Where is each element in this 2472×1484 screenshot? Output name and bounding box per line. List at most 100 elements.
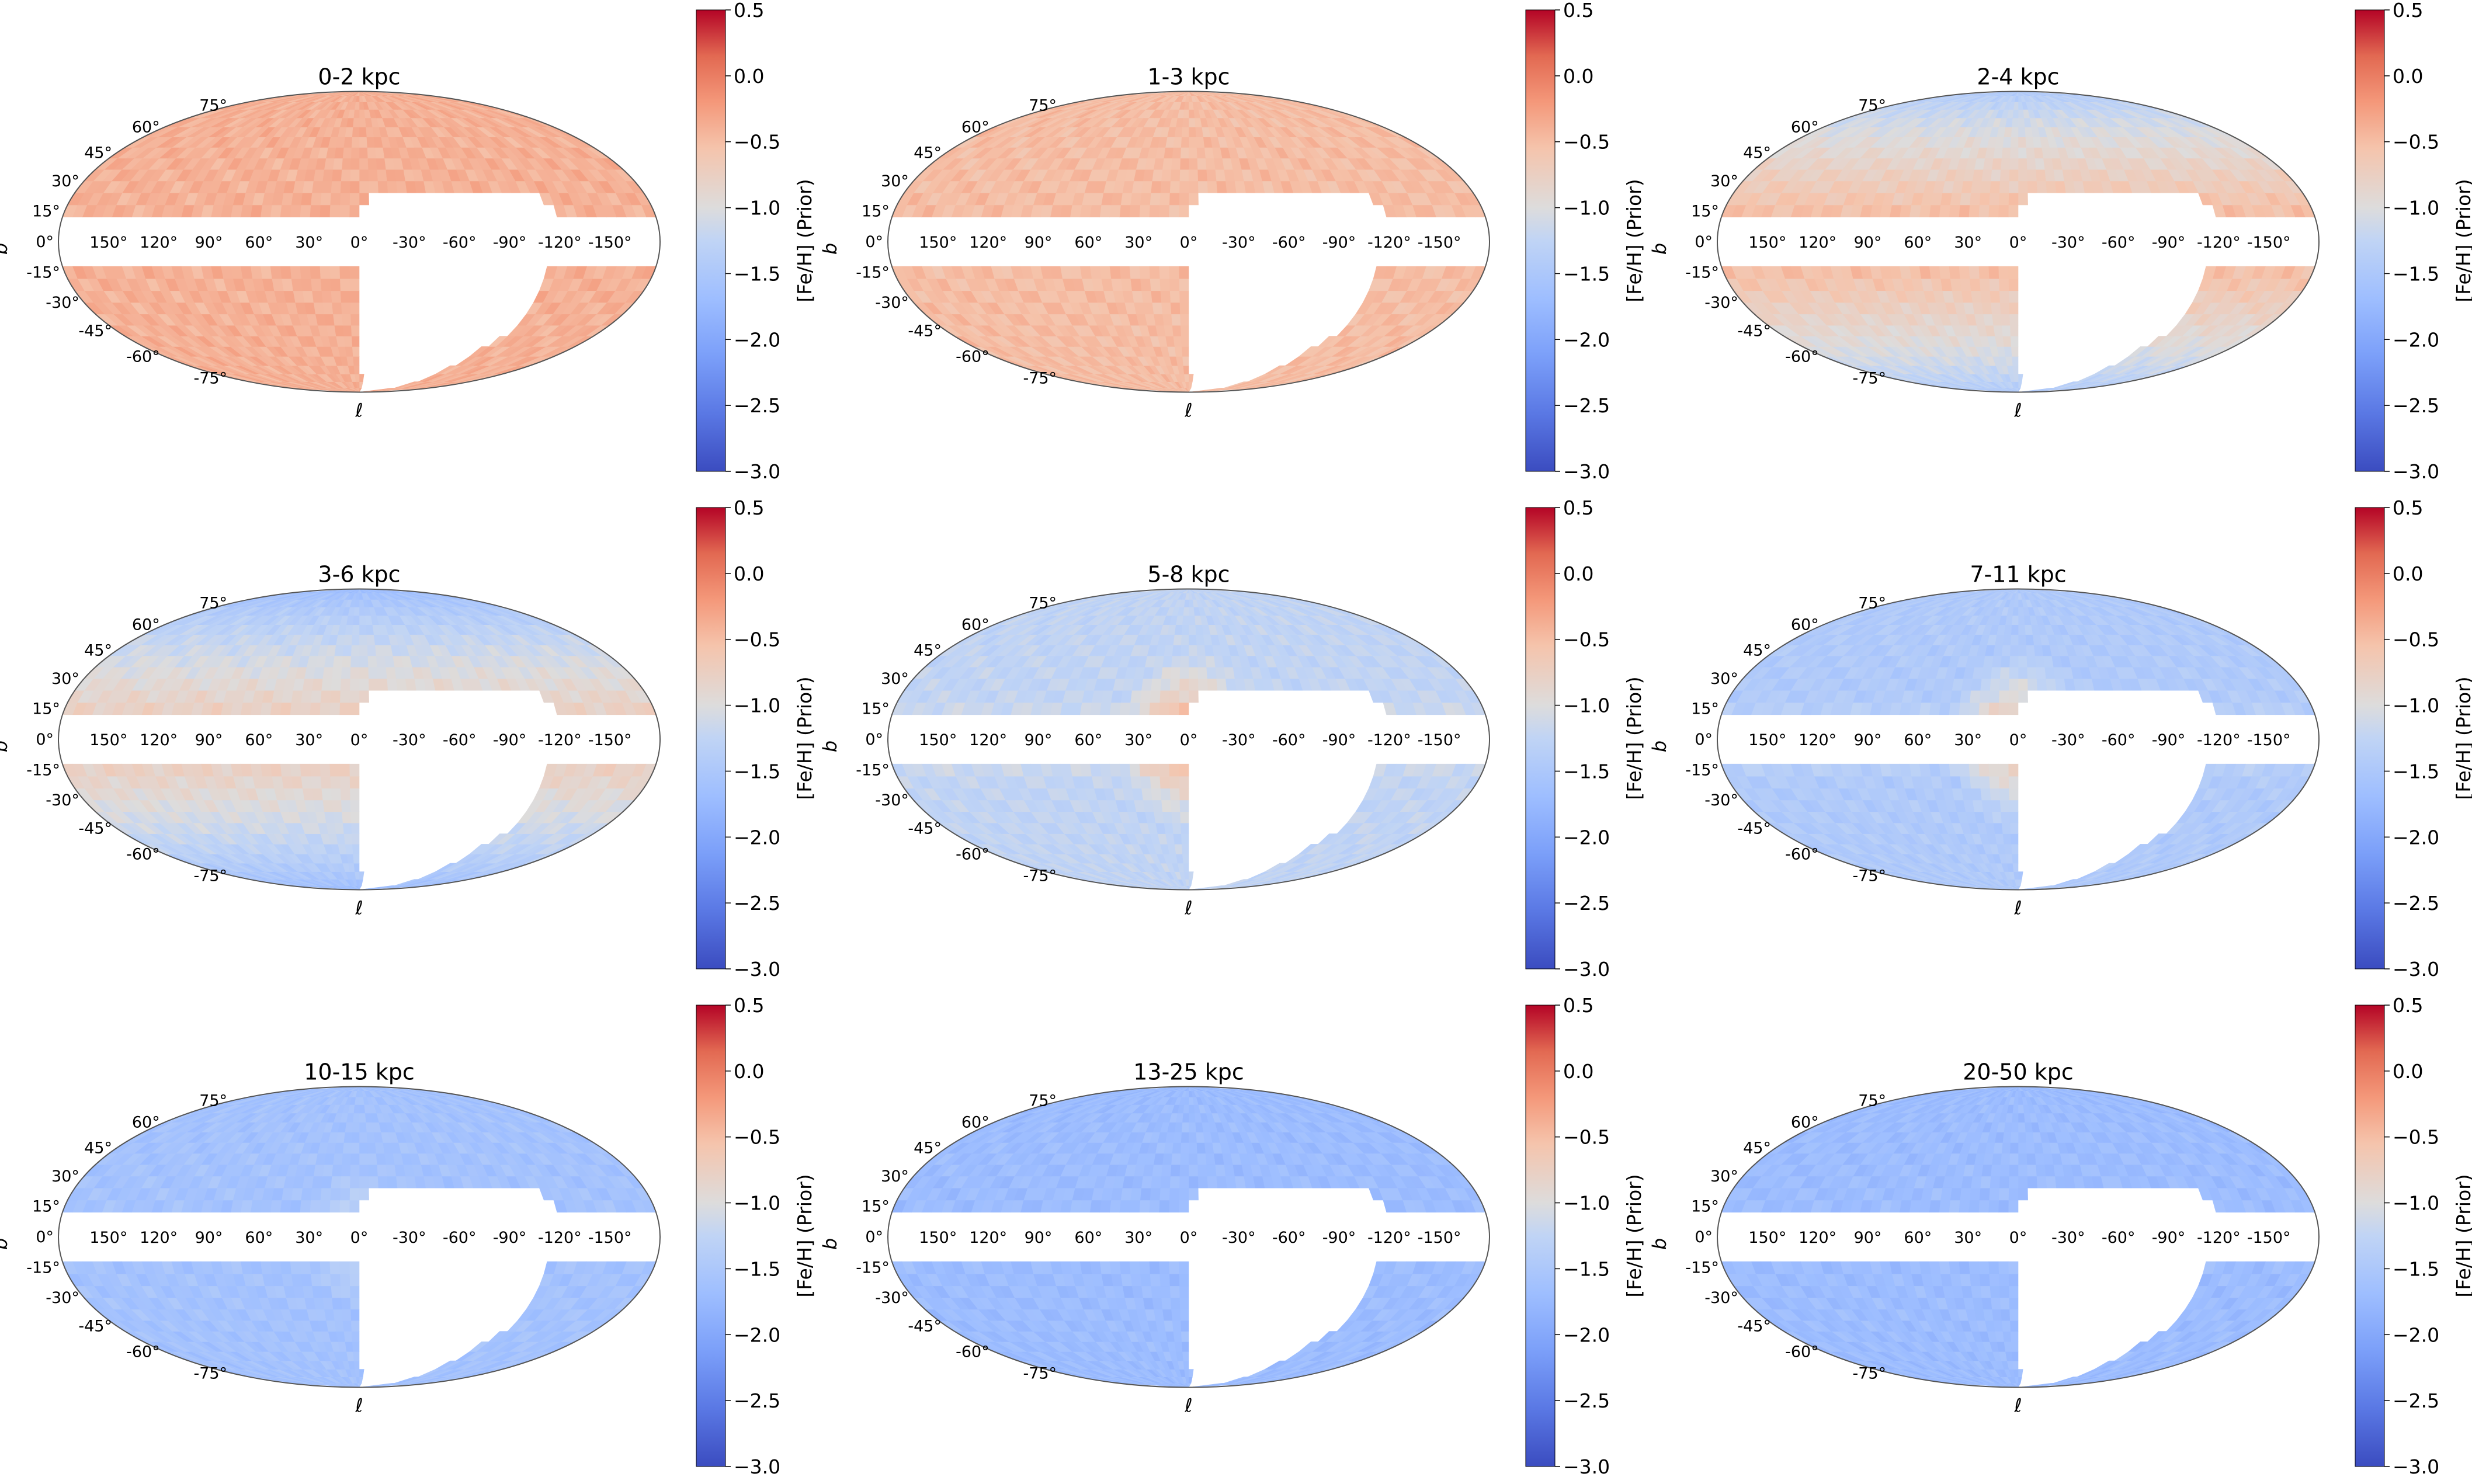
x-axis-label: ℓ xyxy=(355,399,363,422)
lon-tick-label: 150° xyxy=(919,234,957,252)
sky-cell xyxy=(1988,278,1999,291)
sky-cell xyxy=(1179,192,1189,206)
colorbar-tick-label: −1.5 xyxy=(1563,262,1610,285)
sky-cell xyxy=(2008,278,2019,291)
sky-cell xyxy=(2010,336,2019,347)
sky-cell xyxy=(291,776,303,789)
sky-cell xyxy=(1168,204,1179,218)
sky-cell xyxy=(352,844,360,854)
sky-cell xyxy=(311,290,323,303)
sky-cell xyxy=(1213,158,1224,170)
sky-cell xyxy=(341,169,351,182)
colorbar xyxy=(696,9,726,472)
sky-cell xyxy=(1162,314,1172,326)
sky-cell xyxy=(2026,169,2037,182)
sky-cell xyxy=(1188,192,1199,206)
sky-cell xyxy=(359,127,367,137)
lon-tick-label: -60° xyxy=(2102,234,2136,252)
sky-cell xyxy=(1179,169,1189,182)
sky-cell xyxy=(2008,290,2019,303)
sky-cell xyxy=(1181,137,1189,148)
sky-cell xyxy=(1197,169,1207,182)
lat-tick-label: 75° xyxy=(199,97,227,115)
sky-cell xyxy=(1170,302,1181,315)
sky-cell xyxy=(300,776,313,789)
sky-cell xyxy=(1178,266,1189,279)
sky-cell xyxy=(339,266,350,279)
sky-cell xyxy=(329,763,341,777)
sky-cell xyxy=(1169,278,1180,291)
sky-cell xyxy=(329,192,341,206)
colorbar-tick-label: 0.5 xyxy=(734,0,764,22)
sky-cell xyxy=(2027,180,2037,193)
sky-cell xyxy=(1978,204,1990,218)
sky-cell xyxy=(367,666,378,679)
sky-cell xyxy=(320,192,331,206)
sky-cell xyxy=(2018,109,2025,119)
sky-cell xyxy=(2002,336,2012,347)
sky-cell xyxy=(1182,356,1189,366)
sky-cell xyxy=(1151,302,1163,315)
sky-cell xyxy=(290,266,301,279)
sky-cell xyxy=(1140,278,1151,291)
sky-cell xyxy=(310,776,322,789)
sky-cell xyxy=(2018,381,2022,388)
sky-cell xyxy=(1188,147,1197,159)
sky-cell xyxy=(342,822,352,834)
panel-2: 1-3 kpc-150°-120°-90°-60°-30°0°30°60°90°… xyxy=(819,0,1645,483)
lat-tick-label: -15° xyxy=(1685,264,1719,282)
lon-tick-label: -150° xyxy=(1418,234,1461,252)
sky-cell xyxy=(309,702,321,715)
sky-cell xyxy=(1171,158,1181,170)
sky-cell xyxy=(2018,374,2023,382)
sky-cell xyxy=(543,266,558,279)
sky-cell xyxy=(340,180,350,193)
sky-cell xyxy=(331,302,342,315)
lon-tick-label: 30° xyxy=(1954,234,1982,252)
sky-cell xyxy=(359,137,367,148)
sky-cell xyxy=(1999,169,2010,182)
sky-cell xyxy=(1959,278,1971,291)
sky-cell xyxy=(349,690,360,703)
sky-cell xyxy=(1162,158,1172,170)
sky-cell xyxy=(300,204,311,218)
sky-cell xyxy=(342,325,352,336)
sky-cell xyxy=(1172,325,1181,336)
sky-cell xyxy=(270,204,282,218)
lon-tick-label: -30° xyxy=(2051,234,2085,252)
panel-3: 2-4 kpc-150°-120°-90°-60°-30°0°30°60°90°… xyxy=(1648,0,2472,483)
sky-cell xyxy=(1214,169,1226,182)
sky-cell xyxy=(1939,266,1950,279)
sky-cell xyxy=(349,800,360,812)
sky-cell xyxy=(330,788,341,801)
sky-cell xyxy=(329,702,341,715)
lat-tick-label: 60° xyxy=(132,119,160,137)
sky-cell xyxy=(1172,137,1182,148)
sky-cell xyxy=(1129,266,1141,279)
sky-cell xyxy=(469,346,489,357)
colorbar-tick-label: −1.0 xyxy=(734,197,780,220)
sky-cell xyxy=(270,702,282,715)
sky-cell xyxy=(1959,204,1970,218)
sky-cell xyxy=(1182,117,1189,127)
sky-cell xyxy=(349,666,360,679)
sky-cell xyxy=(260,702,272,715)
sky-cell xyxy=(349,302,360,315)
sky-cell xyxy=(332,158,343,170)
sky-cell xyxy=(1949,204,1960,218)
sky-cell xyxy=(1188,374,1194,382)
sky-cell xyxy=(1178,204,1189,218)
sky-cell xyxy=(331,800,342,812)
sky-cell xyxy=(2001,147,2011,159)
sky-map-cells xyxy=(62,91,657,393)
sky-cell xyxy=(1225,180,1237,193)
lon-tick-label: 0° xyxy=(1180,234,1198,252)
sky-cell xyxy=(260,763,272,777)
sky-cell xyxy=(319,204,331,218)
sky-cell xyxy=(290,204,301,218)
sky-cell xyxy=(2026,158,2036,170)
sky-cell xyxy=(1990,302,2001,315)
sky-cell xyxy=(300,690,313,703)
sky-cell xyxy=(376,655,386,668)
sky-cell xyxy=(1195,137,1205,148)
